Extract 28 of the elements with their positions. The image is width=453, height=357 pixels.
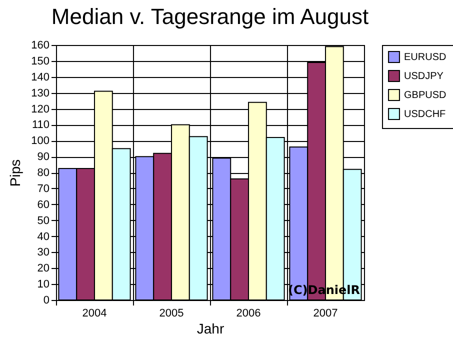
- y-axis-title: Pips: [7, 159, 24, 187]
- y-tick-label: 140: [31, 71, 50, 84]
- y-tick-label: 100: [31, 135, 50, 148]
- y-tick-label: 10: [37, 278, 50, 291]
- legend-label: USDCHF: [404, 109, 446, 120]
- y-tick-label: 60: [37, 198, 50, 211]
- y-tick-label: 90: [37, 151, 50, 164]
- x-tick-label: 2006: [236, 308, 261, 320]
- y-tick-label: 70: [37, 182, 50, 195]
- x-tick-label: 2007: [313, 308, 338, 320]
- x-axis-title: Jahr: [196, 320, 224, 336]
- y-tick-label: 120: [31, 103, 50, 116]
- x-tick-label: 2005: [159, 308, 184, 320]
- legend-label: USDJPY: [404, 71, 444, 82]
- y-tick-label: 0: [43, 294, 50, 306]
- legend-label: GBPUSD: [404, 90, 446, 101]
- y-tick-label: 110: [32, 119, 50, 132]
- x-tick-label: 2004: [82, 308, 107, 320]
- y-tick-label: 160: [31, 40, 50, 52]
- y-tick-label: 130: [31, 87, 50, 100]
- legend-label: EURUSD: [404, 52, 446, 63]
- y-tick-label: 30: [37, 246, 50, 259]
- y-tick-label: 50: [37, 214, 50, 227]
- y-tick-label: 20: [37, 262, 50, 275]
- y-tick-label: 40: [37, 230, 50, 243]
- y-tick-label: 80: [37, 167, 50, 179]
- y-tick-label: 150: [31, 55, 50, 68]
- chart-title: Median v. Tagesrange im August: [51, 4, 369, 29]
